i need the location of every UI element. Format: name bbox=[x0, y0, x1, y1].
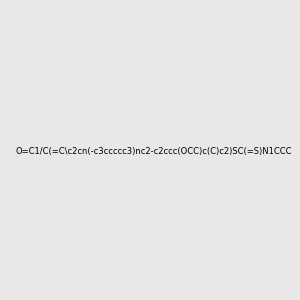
Text: O=C1/C(=C\c2cn(-c3ccccc3)nc2-c2ccc(OCC)c(C)c2)SC(=S)N1CCC: O=C1/C(=C\c2cn(-c3ccccc3)nc2-c2ccc(OCC)c… bbox=[16, 147, 292, 156]
